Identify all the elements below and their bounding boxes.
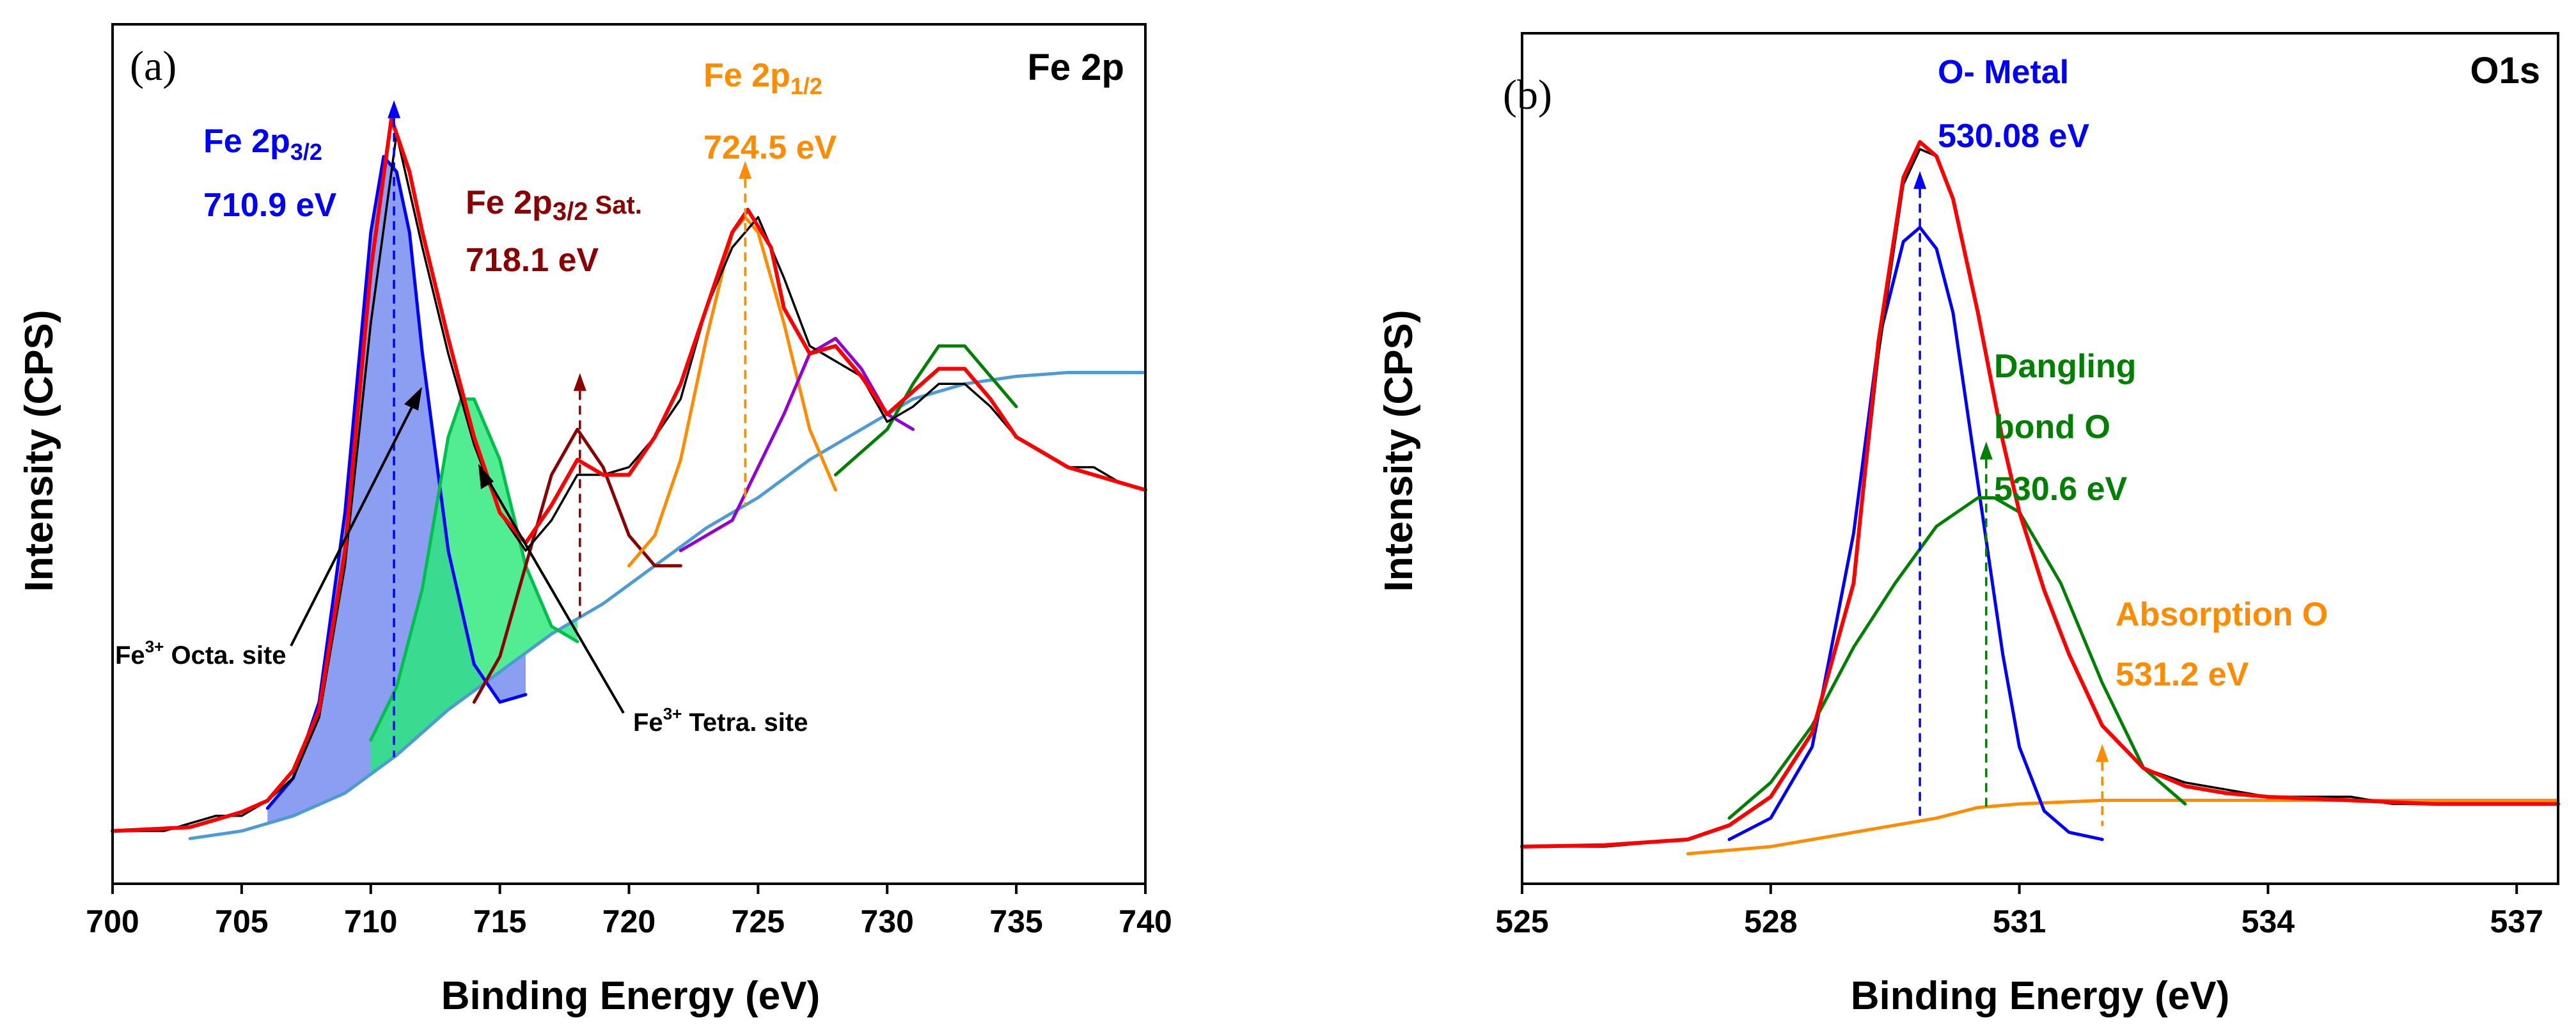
callout-octa-site: Fe3+ Octa. site	[115, 637, 287, 670]
arrow-tetra	[485, 475, 625, 714]
label-absorption-o: Absorption O	[2116, 596, 2328, 633]
peak-marker-arrow-sat	[573, 373, 586, 391]
panel-b-frame	[1521, 32, 2559, 885]
label-dangling: Dangling	[1994, 348, 2136, 385]
label-fe2p32-sat: Fe 2p3/2 Sat.	[466, 184, 642, 226]
series-raw-line	[111, 132, 1147, 833]
x-tick-label-725: 725	[732, 904, 785, 939]
panel-a-ylabel: Intensity (CPS)	[17, 310, 61, 592]
panel-b-xlabel: Binding Energy (eV)	[1851, 974, 2229, 1018]
label-dangling-energy: 530.6 eV	[1994, 471, 2127, 508]
x-tick-label-537: 537	[2490, 904, 2543, 939]
panel-a-series	[111, 116, 1147, 840]
callout-tetra-site: Fe3+ Tetra. site	[633, 704, 808, 737]
label-absorption-energy: 531.2 eV	[2116, 656, 2249, 693]
panel-b-peak-markers	[1913, 171, 2109, 826]
peak-marker-arrow-fe2p12	[739, 161, 752, 179]
panel-b-letter: (b)	[1503, 72, 1552, 118]
x-tick-label-715: 715	[473, 904, 526, 939]
panel-a-fills	[267, 156, 577, 824]
x-tick-label-528: 528	[1744, 904, 1797, 939]
panel-a-x-ticks: 700 705 710 715 720 725 730 735 740	[86, 882, 1172, 939]
label-o-metal-energy: 530.08 eV	[1938, 118, 2089, 155]
series-o_metal-line	[1727, 226, 2104, 842]
series-p2-line	[834, 344, 1018, 476]
label-fe2p32: Fe 2p3/2	[203, 123, 322, 165]
arrow-tetra-head	[478, 464, 494, 489]
series-envelope-line	[1520, 140, 2560, 849]
label-fe2p12-energy: 724.5 eV	[703, 129, 836, 166]
x-tick-label-735: 735	[989, 904, 1042, 939]
x-tick-label-720: 720	[602, 904, 656, 939]
label-fe2p12: Fe 2p1/2	[703, 57, 822, 99]
x-tick-label-525: 525	[1495, 904, 1548, 939]
callout-arrows	[290, 387, 625, 714]
x-tick-label-531: 531	[1993, 904, 2046, 939]
panel-b-ylabel: Intensity (CPS)	[1377, 310, 1421, 592]
x-tick-label-710: 710	[344, 904, 397, 939]
panel-a-title: Fe 2p	[1028, 47, 1125, 88]
panel-b-title: O1s	[2470, 50, 2540, 91]
panel-a-fe2p: 700 705 710 715 720 725 730 735 740 Binding Ener…	[17, 23, 1172, 1018]
fill-tetra-site	[370, 399, 577, 774]
label-o-metal: O- Metal	[1938, 54, 2069, 91]
series-envelope-line	[111, 116, 1147, 833]
panel-a-xlabel: Binding Energy (eV)	[441, 974, 820, 1018]
arrow-octa	[290, 399, 417, 647]
x-tick-label-730: 730	[861, 904, 914, 939]
panel-a-peak-markers	[388, 100, 752, 757]
x-tick-label-700: 700	[86, 904, 139, 939]
panel-a-letter: (a)	[130, 43, 177, 90]
label-dangling-bond-o: bond O	[1994, 409, 2110, 446]
arrow-octa-head	[404, 387, 422, 411]
x-tick-label-534: 534	[2242, 904, 2295, 939]
label-fe2p32-sat-energy: 718.1 eV	[466, 242, 599, 279]
x-tick-label-705: 705	[215, 904, 268, 939]
peak-marker-arrow-dangling	[1979, 441, 1993, 460]
peak-marker-arrow-background	[2096, 744, 2109, 762]
label-fe2p32-energy: 710.9 eV	[203, 187, 336, 224]
panel-b-o1s: 525 528 531 534 537 Binding Energy (eV) Inte…	[1377, 32, 2560, 1018]
series-sat-line	[472, 427, 682, 704]
series-background-line	[1686, 799, 2560, 856]
peak-marker-arrow-fe2p32	[388, 100, 401, 118]
panel-b-series	[1520, 140, 2560, 856]
panel-b-x-ticks: 525 528 531 534 537	[1495, 882, 2543, 939]
x-tick-label-740: 740	[1119, 904, 1172, 939]
peak-marker-arrow-o_metal	[1913, 171, 1927, 189]
series-background-line	[188, 371, 1147, 840]
series-tetra-line	[369, 397, 579, 742]
